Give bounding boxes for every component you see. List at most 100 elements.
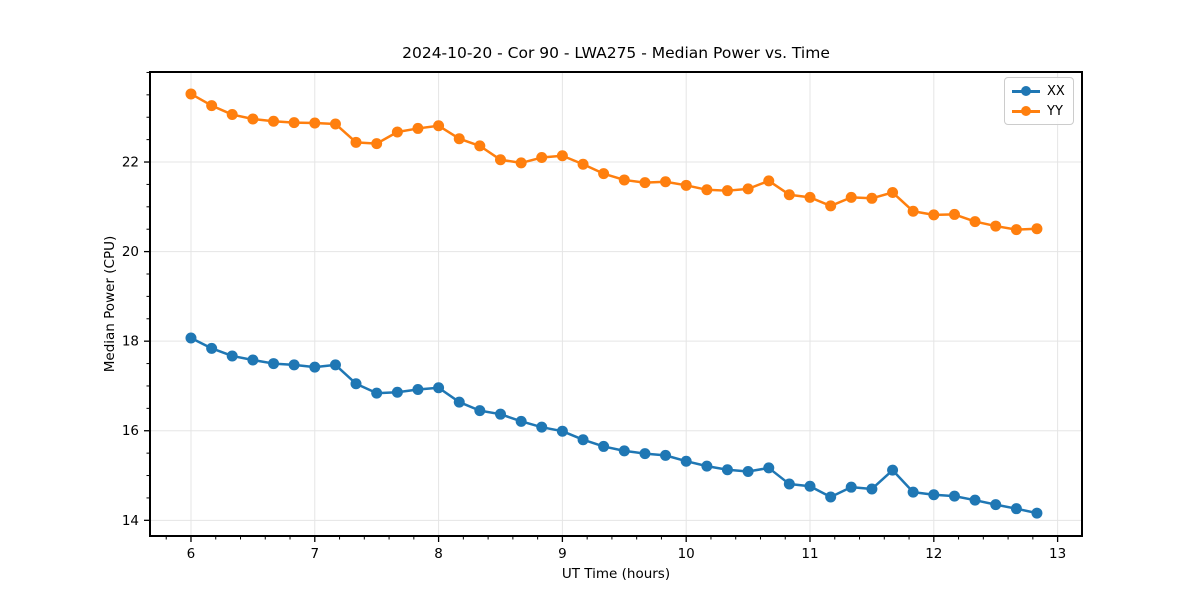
data-point-yy — [412, 122, 424, 134]
data-point-xx — [536, 421, 548, 433]
x-tick-label: 6 — [187, 546, 196, 562]
data-point-yy — [556, 150, 568, 162]
tick-labels: 6 7 8 9 10 11 12 13 14 16 18 20 22 — [122, 155, 1066, 562]
data-point-xx — [783, 478, 795, 490]
data-point-yy — [1010, 224, 1022, 236]
data-point-xx — [494, 408, 506, 420]
legend-marker-yy-icon — [1012, 106, 1040, 116]
legend-marker-xx-icon — [1012, 86, 1040, 96]
data-point-yy — [288, 117, 300, 129]
x-axis-label: UT Time (hours) — [561, 566, 671, 582]
x-tick-label: 11 — [801, 546, 818, 562]
data-point-yy — [639, 177, 651, 189]
data-point-xx — [618, 445, 630, 457]
data-point-xx — [515, 415, 527, 427]
data-point-yy — [660, 176, 672, 188]
data-point-xx — [804, 480, 816, 492]
data-point-xx — [742, 466, 754, 478]
data-point-xx — [309, 361, 321, 373]
data-point-yy — [350, 136, 362, 148]
plot-frame — [149, 71, 1083, 537]
data-point-xx — [226, 350, 238, 362]
y-tick-label: 22 — [122, 155, 139, 171]
x-tick-label: 12 — [925, 546, 942, 562]
data-point-xx — [701, 460, 713, 472]
data-point-xx — [391, 386, 403, 398]
legend: XX YY — [1004, 77, 1074, 125]
x-tick-label: 10 — [678, 546, 695, 562]
data-point-yy — [226, 109, 238, 121]
chart-title: 2024-10-20 - Cor 90 - LWA275 - Median Po… — [402, 44, 830, 62]
data-point-yy — [1031, 223, 1043, 235]
x-tick-label: 7 — [310, 546, 319, 562]
data-point-yy — [948, 208, 960, 220]
data-point-xx — [866, 483, 878, 495]
data-point-xx — [598, 440, 610, 452]
data-point-yy — [680, 179, 692, 191]
data-point-xx — [577, 434, 589, 446]
data-point-yy — [618, 174, 630, 186]
data-point-yy — [701, 184, 713, 196]
data-point-xx — [1031, 507, 1043, 519]
data-point-xx — [845, 481, 857, 493]
data-point-xx — [825, 491, 837, 503]
data-point-xx — [660, 449, 672, 461]
data-point-yy — [268, 115, 280, 127]
data-point-xx — [1010, 503, 1022, 515]
data-point-xx — [185, 332, 197, 344]
y-tick-label: 16 — [122, 423, 139, 439]
data-point-yy — [453, 133, 465, 145]
y-tick-label: 20 — [122, 244, 139, 260]
y-tick-label: 14 — [122, 513, 139, 529]
data-point-xx — [474, 405, 486, 417]
data-point-xx — [907, 486, 919, 498]
data-point-xx — [887, 464, 899, 476]
y-axis-label: Median Power (CPU) — [102, 235, 118, 373]
data-point-yy — [887, 186, 899, 198]
data-point-yy — [721, 185, 733, 197]
data-point-yy — [928, 209, 940, 221]
data-point-xx — [721, 464, 733, 476]
data-point-yy — [536, 152, 548, 164]
series-yy — [185, 88, 1043, 236]
data-point-yy — [371, 138, 383, 150]
data-point-yy — [969, 216, 981, 228]
data-point-xx — [990, 499, 1002, 511]
data-point-yy — [742, 183, 754, 195]
data-point-xx — [948, 490, 960, 502]
data-point-xx — [412, 384, 424, 396]
legend-item-yy: YY — [1012, 103, 1065, 119]
data-point-yy — [185, 88, 197, 100]
x-tick-label: 13 — [1049, 546, 1066, 562]
data-point-yy — [494, 154, 506, 166]
data-point-xx — [680, 455, 692, 467]
data-point-xx — [371, 387, 383, 399]
data-point-yy — [783, 189, 795, 201]
data-point-xx — [453, 396, 465, 408]
grid-lines — [150, 72, 1082, 536]
data-point-yy — [515, 157, 527, 169]
data-point-xx — [763, 462, 775, 474]
x-tick-label: 8 — [434, 546, 443, 562]
data-point-xx — [350, 378, 362, 390]
data-point-yy — [907, 205, 919, 217]
series-xx — [185, 332, 1043, 519]
data-point-yy — [391, 126, 403, 138]
data-point-xx — [969, 494, 981, 506]
data-point-yy — [866, 192, 878, 204]
legend-item-xx: XX — [1012, 83, 1065, 99]
data-point-xx — [433, 382, 445, 394]
data-point-yy — [763, 175, 775, 187]
legend-label-xx: XX — [1047, 83, 1065, 99]
data-point-yy — [474, 140, 486, 152]
data-point-xx — [206, 342, 218, 354]
data-point-yy — [206, 100, 218, 112]
data-point-xx — [639, 448, 651, 460]
data-point-yy — [329, 118, 341, 130]
data-point-yy — [309, 117, 321, 129]
y-tick-label: 18 — [122, 334, 139, 350]
data-point-yy — [990, 220, 1002, 232]
data-point-xx — [329, 359, 341, 371]
data-point-yy — [845, 191, 857, 203]
